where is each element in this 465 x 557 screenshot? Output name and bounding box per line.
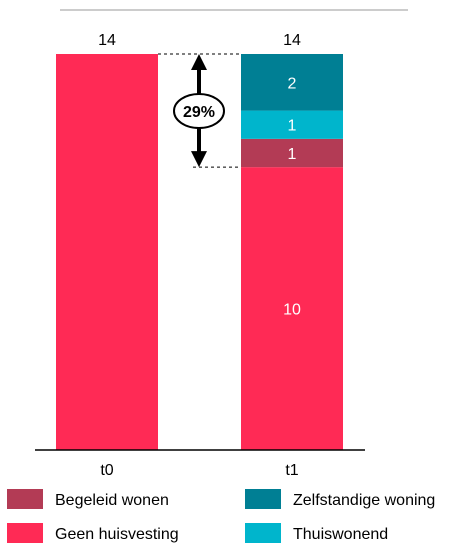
legend: Begeleid wonen Zelfstandige woning Geen hu…: [7, 489, 435, 543]
bar-segment: [241, 110, 343, 139]
labels-layer: 14 t0 10 1 1 2 14 t1: [98, 32, 301, 479]
total-label: 14: [283, 32, 301, 49]
legend-swatch: [245, 523, 281, 543]
legend-swatch: [7, 489, 43, 509]
percentage-badge: [173, 93, 225, 129]
total-label: 14: [98, 32, 116, 49]
data-label: 1: [288, 118, 297, 135]
data-label: 1: [288, 146, 297, 163]
legend-label: Thuiswonend: [293, 526, 388, 543]
arrow-head-up: [191, 54, 207, 70]
x-tick-label: t1: [285, 462, 298, 479]
bars-layer: [56, 54, 343, 450]
arrow-head-down: [191, 151, 207, 168]
bar-segment: [56, 54, 158, 450]
legend-label: Zelfstandige woning: [293, 492, 435, 509]
data-label: 10: [283, 302, 301, 319]
legend-swatch: [245, 489, 281, 509]
legend-label: Geen huisvesting: [55, 526, 179, 543]
bar-segment: [241, 54, 343, 111]
x-tick-label: t0: [100, 462, 113, 479]
legend-swatch: [7, 523, 43, 543]
bar-segment: [241, 167, 343, 450]
percentage-label: 29%: [183, 104, 215, 121]
data-label: 2: [288, 75, 297, 92]
difference-annotation: 29%: [158, 53, 241, 168]
legend-label: Begeleid wonen: [55, 492, 169, 509]
bar-segment: [241, 138, 343, 168]
